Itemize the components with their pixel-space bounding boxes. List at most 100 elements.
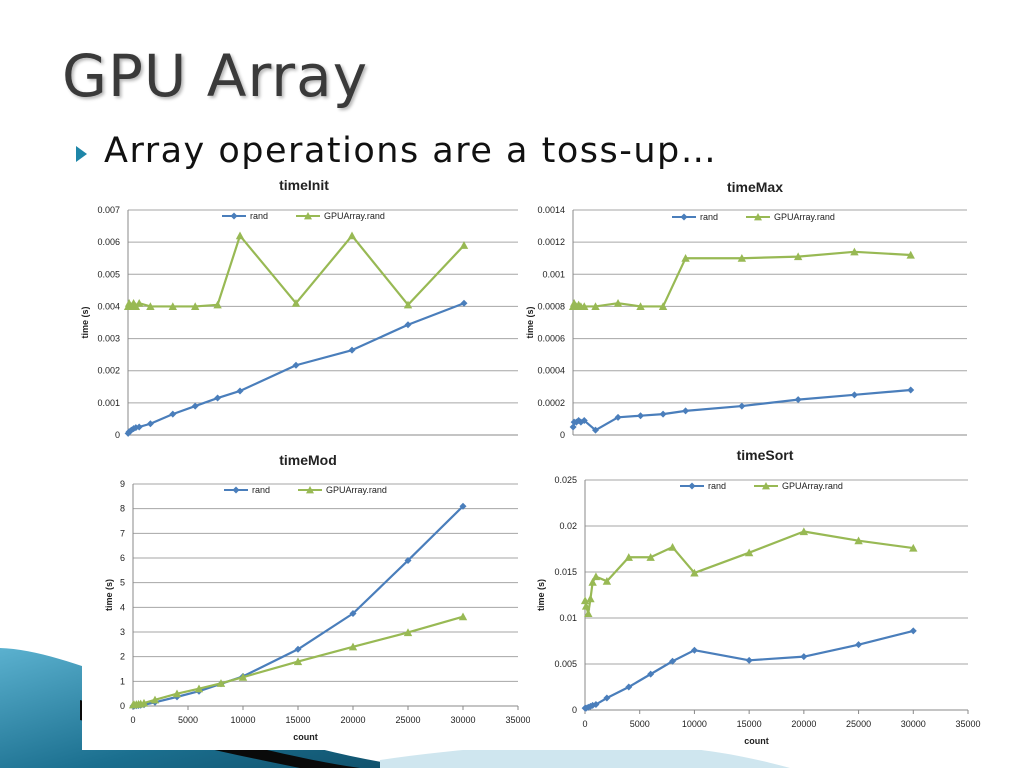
x-tick-label: 35000 xyxy=(505,715,530,725)
legend-diamond-icon xyxy=(230,212,238,220)
chart-timeInit: 0 0.001 0.002 0.003 0.004 0.005 0.006 0.007 time… xyxy=(80,170,532,440)
data-point-rand xyxy=(459,502,467,510)
bullet-arrow-icon xyxy=(76,146,87,162)
data-point-rand xyxy=(794,396,802,404)
x-axis-label: count xyxy=(293,732,318,742)
chart-title: timeMod xyxy=(279,452,337,468)
y-tick-label: 0.0014 xyxy=(537,205,565,215)
chart-timeMax: 0 0.0002 0.0004 0.0006 0.0008 0.001 0.0012 0.00… xyxy=(518,170,1008,440)
data-point-GPUArray.rand xyxy=(591,572,601,581)
y-tick-label: 0.002 xyxy=(97,366,120,376)
legend-label: rand xyxy=(252,485,270,495)
y-tick-label: 0.0012 xyxy=(537,237,565,247)
legend-label: rand xyxy=(250,211,268,221)
y-tick-label: 0 xyxy=(560,430,565,440)
x-tick-label: 5000 xyxy=(178,715,198,725)
y-axis-label: time (s) xyxy=(536,579,546,611)
x-tick-label: 35000 xyxy=(955,719,980,729)
legend-triangle-icon xyxy=(306,486,314,494)
data-point-GPUArray.rand xyxy=(403,628,413,637)
legend-diamond-icon xyxy=(680,213,688,221)
chart-legend: rand GPUArray.rand xyxy=(222,211,385,221)
data-point-GPUArray.rand xyxy=(238,672,248,681)
x-tick-label: 10000 xyxy=(682,719,707,729)
y-tick-label: 0 xyxy=(115,430,120,440)
legend-label: GPUArray.rand xyxy=(774,212,835,222)
chart-title: timeSort xyxy=(737,447,794,463)
data-point-GPUArray.rand xyxy=(213,300,222,309)
chart-title: timeInit xyxy=(279,177,329,193)
y-tick-label: 2 xyxy=(120,652,125,662)
data-point-rand xyxy=(855,641,863,649)
data-point-GPUArray.rand xyxy=(636,302,645,310)
data-point-GPUArray.rand xyxy=(591,302,600,310)
data-point-rand xyxy=(580,417,588,425)
x-tick-label: 0 xyxy=(582,719,587,729)
data-point-rand xyxy=(690,646,698,654)
x-tick-label: 30000 xyxy=(901,719,926,729)
y-tick-label: 0.005 xyxy=(97,269,120,279)
data-point-rand xyxy=(146,420,154,428)
data-point-rand xyxy=(907,386,915,394)
y-tick-label: 0 xyxy=(120,701,125,711)
data-point-GPUArray.rand xyxy=(793,252,803,261)
data-point-GPUArray.rand xyxy=(459,241,469,249)
y-tick-label: 0.01 xyxy=(559,613,577,623)
slide-title: GPU Array xyxy=(62,42,369,110)
y-tick-label: 0.0002 xyxy=(537,398,565,408)
legend-label: rand xyxy=(700,212,718,222)
y-tick-label: 0.015 xyxy=(554,567,577,577)
data-point-rand xyxy=(603,694,611,702)
data-point-rand xyxy=(348,346,356,354)
y-tick-label: 0.004 xyxy=(97,301,120,311)
data-point-GPUArray.rand xyxy=(906,250,915,259)
y-tick-label: 0.0004 xyxy=(537,366,565,376)
x-tick-label: 10000 xyxy=(230,715,255,725)
x-tick-label: 20000 xyxy=(340,715,365,725)
data-point-rand xyxy=(682,407,690,415)
data-point-rand xyxy=(460,299,468,307)
chart-timeMod: 0 1 2 3 4 5 6 7 8 9 0 5000 10000 15000 20000 25000 30000… xyxy=(82,445,531,750)
y-tick-label: 0.001 xyxy=(97,398,120,408)
y-tick-label: 3 xyxy=(120,627,125,637)
data-point-rand xyxy=(800,653,808,661)
data-point-GPUArray.rand xyxy=(216,679,226,687)
bullet-item: Array operations are a toss-up… xyxy=(76,128,776,170)
data-point-GPUArray.rand xyxy=(799,527,809,536)
legend-triangle-icon xyxy=(762,482,770,490)
data-point-GPUArray.rand xyxy=(580,302,589,310)
data-point-rand xyxy=(191,402,199,410)
data-point-GPUArray.rand xyxy=(172,689,182,698)
data-point-GPUArray.rand xyxy=(168,302,177,310)
x-tick-label: 15000 xyxy=(285,715,310,725)
data-point-rand xyxy=(647,670,655,678)
data-point-rand xyxy=(294,645,302,653)
data-point-GPUArray.rand xyxy=(602,577,612,585)
y-tick-label: 0.005 xyxy=(554,659,577,669)
chart-legend: rand GPUArray.rand xyxy=(680,481,843,491)
y-tick-label: 0 xyxy=(572,705,577,715)
y-axis-label: time (s) xyxy=(104,579,114,611)
y-tick-label: 0.001 xyxy=(542,269,565,279)
y-tick-label: 0.006 xyxy=(97,237,120,247)
data-point-rand xyxy=(236,387,244,395)
data-point-rand xyxy=(404,556,412,564)
data-point-GPUArray.rand xyxy=(668,542,677,551)
data-point-GPUArray.rand xyxy=(135,299,144,307)
x-tick-label: 0 xyxy=(130,715,135,725)
data-point-rand xyxy=(738,402,746,410)
data-point-GPUArray.rand xyxy=(348,642,358,651)
chart-legend: rand GPUArray.rand xyxy=(672,212,835,222)
x-tick-label: 25000 xyxy=(395,715,420,725)
data-point-GPUArray.rand xyxy=(191,302,200,310)
y-axis-label: time (s) xyxy=(525,306,535,338)
data-point-rand xyxy=(637,412,645,420)
data-point-rand xyxy=(850,391,858,399)
data-point-rand xyxy=(569,423,577,431)
y-tick-label: 0.025 xyxy=(554,475,577,485)
legend-diamond-icon xyxy=(688,482,696,490)
data-point-GPUArray.rand xyxy=(909,543,918,552)
data-point-GPUArray.rand xyxy=(850,247,859,256)
data-point-GPUArray.rand xyxy=(646,553,655,561)
